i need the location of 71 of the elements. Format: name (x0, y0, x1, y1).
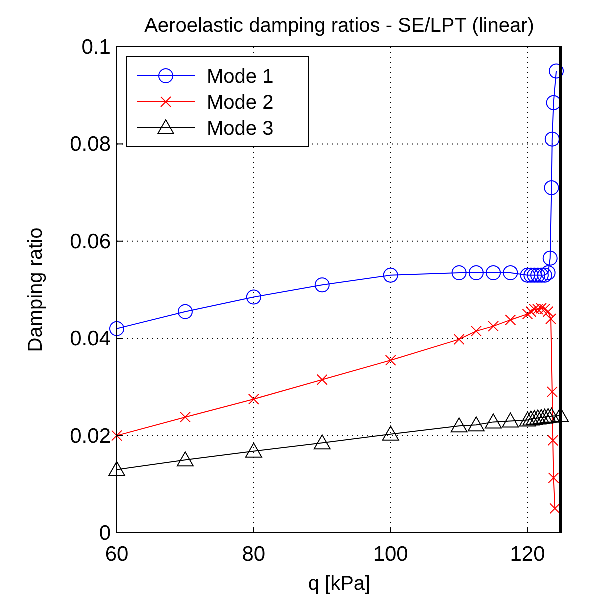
y-tick-label: 0 (99, 522, 111, 545)
point (316, 374, 328, 386)
point (543, 408, 560, 423)
x-tick-label: 60 (105, 543, 129, 566)
point (246, 290, 262, 305)
point (532, 409, 550, 424)
point (552, 407, 570, 422)
point (314, 434, 331, 450)
point (452, 265, 467, 280)
y-axis-title: Damping ratio (25, 228, 47, 352)
point (544, 132, 560, 147)
y-tick-label: 0.02 (70, 424, 111, 448)
point (468, 416, 485, 432)
legend-label: Mode 2 (207, 92, 274, 114)
point (522, 410, 540, 426)
point (470, 326, 482, 337)
point (383, 268, 398, 283)
point (536, 302, 547, 314)
x-axis-title: q [kPa] (308, 573, 371, 595)
point (530, 268, 546, 283)
point (178, 304, 193, 320)
point (546, 314, 557, 325)
point (548, 435, 559, 446)
point (108, 461, 126, 476)
point (520, 268, 536, 283)
point (522, 308, 534, 320)
point (112, 430, 122, 442)
point (548, 472, 560, 484)
point (537, 268, 552, 283)
legend-label: Mode 1 (207, 66, 274, 88)
y-tick-label: 0.08 (70, 133, 111, 156)
point (524, 268, 539, 283)
point (503, 265, 518, 280)
point (505, 314, 516, 326)
x-tick-label: 80 (242, 543, 266, 566)
point (382, 426, 400, 441)
point (550, 503, 561, 514)
point (314, 278, 330, 293)
y-tick-label: 0.1 (82, 36, 111, 59)
point (176, 452, 194, 467)
point (542, 250, 558, 266)
point (549, 64, 564, 79)
point (385, 354, 396, 366)
chart-title: Aeroelastic damping ratios - SE/LPT (linear) (144, 15, 534, 37)
point (534, 268, 549, 283)
point (530, 410, 547, 425)
point (540, 265, 556, 280)
point (527, 268, 542, 283)
point (519, 412, 536, 427)
point (248, 394, 260, 405)
point (544, 180, 560, 196)
point (488, 320, 500, 332)
point (450, 418, 468, 433)
legend-label: Mode 3 (207, 118, 274, 140)
point (110, 321, 124, 336)
x-tick-label: 100 (373, 543, 408, 566)
point (486, 265, 502, 280)
point (180, 412, 191, 423)
y-tick-label: 0.06 (70, 230, 111, 254)
point (536, 408, 554, 424)
point (454, 334, 465, 346)
y-tick-label: 0.04 (70, 328, 112, 351)
point (526, 306, 537, 318)
point (502, 412, 520, 428)
point (245, 442, 262, 458)
point (540, 408, 557, 424)
x-tick-label: 120 (510, 543, 546, 566)
point (526, 410, 544, 426)
point (546, 386, 558, 398)
point (485, 414, 502, 429)
point (468, 265, 484, 280)
